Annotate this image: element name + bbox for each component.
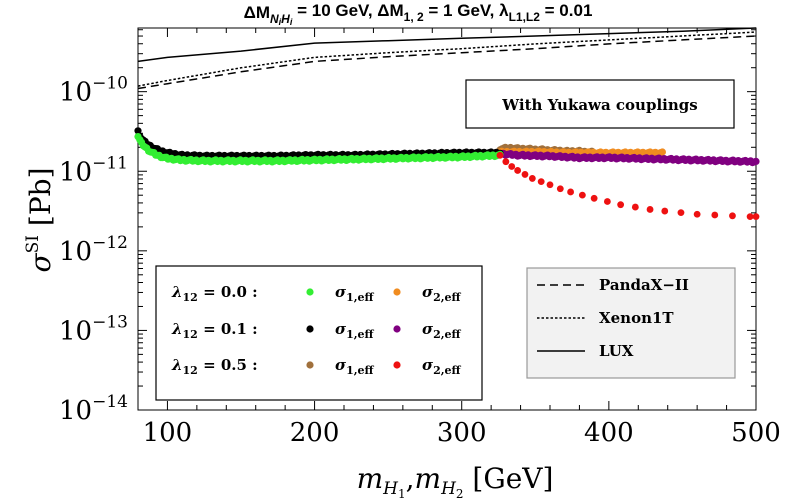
legend-point-marker: [393, 325, 401, 333]
data-point: [528, 175, 536, 182]
data-point: [711, 211, 719, 219]
y-tick-label: 10−14: [59, 392, 128, 426]
data-point: [646, 206, 654, 213]
y-axis-label: σSI [Pb]: [23, 167, 57, 272]
y-tick-label: 10−11: [59, 153, 128, 187]
data-point: [546, 181, 554, 189]
data-point: [729, 212, 736, 220]
legend-line-label: Xenon1T: [599, 309, 674, 327]
data-point: [496, 151, 504, 159]
x-tick-label: 300: [437, 418, 487, 448]
legend-lambda-label: λ12 = 0.5 :: [171, 356, 258, 377]
limit-curve-pandax-ii: [137, 35, 757, 90]
x-axis-label: mH1,mH2 [GeV]: [357, 462, 554, 501]
series-lambda-0-5-sigma-2: [496, 151, 760, 221]
legend-sigma-label: σ2,eff: [422, 320, 462, 341]
data-point: [631, 203, 639, 211]
legend-sigma-label: σ1,eff: [335, 320, 375, 341]
series-lambda-0-0-sigma-1: [134, 133, 504, 166]
legend-sigma-label: σ2,eff: [422, 283, 462, 304]
chart-title: ΔMNiHi = 10 GeV, ΔM1, 2 = 1 GeV, λL1,L2 …: [244, 1, 593, 27]
limit-curves: [137, 27, 757, 90]
legend-point-marker: [306, 288, 314, 296]
data-point: [617, 201, 625, 209]
x-tick-label: 400: [584, 418, 634, 448]
data-point: [567, 188, 574, 196]
legend-line-label: PandaX−II: [599, 276, 689, 294]
data-point: [661, 207, 669, 215]
data-points: [134, 127, 760, 221]
annotation-text: With Yukawa couplings: [501, 96, 697, 114]
data-point: [658, 148, 667, 156]
data-point: [514, 167, 522, 174]
legend-point-marker: [393, 288, 401, 296]
data-point: [537, 178, 545, 185]
x-tick-label: 500: [731, 418, 781, 448]
y-tick-label: 10−10: [59, 74, 128, 108]
limit-curve-lux: [137, 27, 757, 63]
legend-sigma-label: σ1,eff: [335, 356, 375, 377]
y-tick-labels: 10−10 10−11 10−12 10−13 10−14: [59, 74, 128, 426]
data-point: [590, 194, 598, 202]
x-tick-labels: 100 200 300 400 500: [143, 418, 781, 448]
data-point: [556, 185, 564, 193]
series-lambda-0-1-sigma-2: [496, 149, 760, 167]
data-point: [677, 209, 685, 217]
data-point: [603, 198, 611, 205]
legend-point-marker: [306, 325, 314, 333]
legend-sigma-label: σ2,eff: [422, 356, 462, 377]
data-point: [752, 213, 760, 221]
legend-lambda-label: λ12 = 0.0 :: [171, 283, 258, 304]
annotation-box: With Yukawa couplings: [465, 79, 735, 129]
data-point: [746, 213, 754, 221]
legend-sigma-label: σ1,eff: [335, 283, 375, 304]
y-tick-label: 10−12: [59, 233, 128, 267]
legend-point-marker: [393, 361, 401, 369]
limit-curve-xenon1t: [137, 31, 757, 87]
data-point: [693, 210, 701, 218]
axis-ticks: [137, 28, 757, 411]
legend-line-label: LUX: [599, 342, 634, 360]
data-point: [521, 171, 529, 178]
data-point: [508, 163, 516, 170]
x-tick-label: 100: [143, 418, 193, 448]
data-point: [578, 191, 586, 199]
legend-lambda-label: λ12 = 0.1 :: [171, 320, 258, 341]
x-tick-label: 200: [290, 418, 340, 448]
data-point: [752, 157, 760, 165]
y-tick-label: 10−13: [59, 312, 128, 346]
data-point: [502, 158, 510, 166]
legend-point-marker: [306, 361, 314, 369]
legend-lines: PandaX−II Xenon1T LUX: [526, 267, 736, 379]
legend-points: λ12 = 0.0 : λ12 = 0.1 : λ12 = 0.5 : σ1,eff σ…: [155, 265, 483, 401]
